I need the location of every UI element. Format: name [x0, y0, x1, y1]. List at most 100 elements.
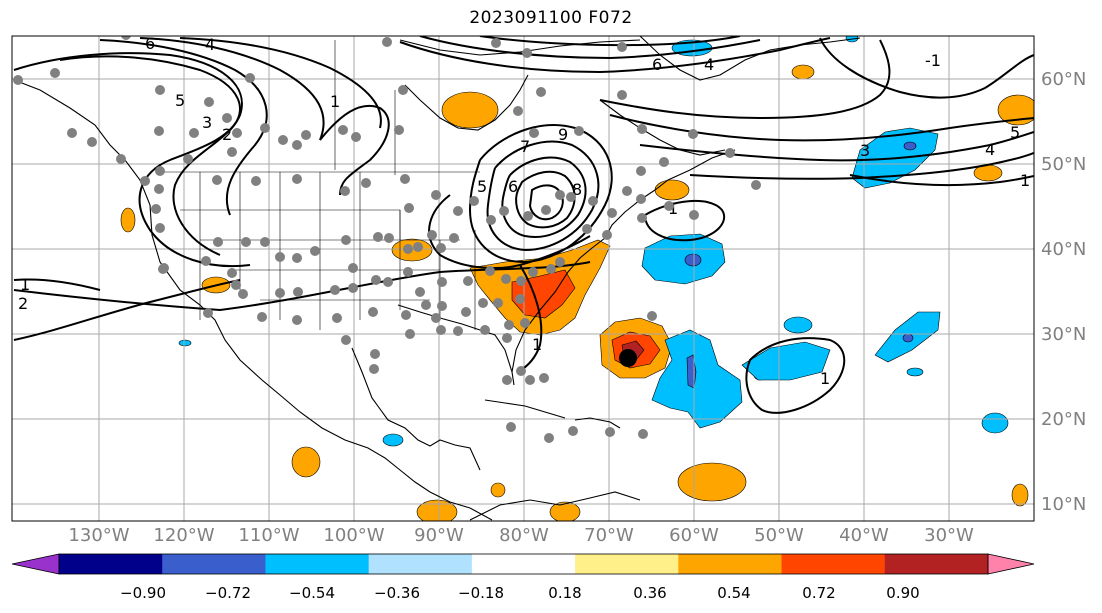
station-dot [373, 232, 383, 242]
station-dot [659, 157, 669, 167]
contour-low-5 [528, 184, 564, 221]
contour-trough-long [428, 194, 591, 269]
station-dot [522, 48, 532, 58]
station-dot [555, 257, 565, 267]
contour-upper-left-4 [139, 37, 325, 141]
station-dot [566, 192, 576, 202]
station-dot [431, 313, 441, 323]
station-dot [528, 267, 538, 277]
contour-lines [13, 36, 1034, 414]
cool-patch-bahia [382, 433, 404, 447]
station-dot [369, 364, 379, 374]
station-dot [340, 186, 350, 196]
station-dot [541, 205, 551, 215]
station-dot [351, 132, 361, 142]
contour-storm-south [517, 264, 543, 373]
station-dot [13, 75, 23, 85]
coastline-north-america-west [13, 79, 493, 521]
station-dot [398, 85, 408, 95]
contour-atlantic-4 [599, 39, 891, 120]
contour-label: 1 [330, 92, 340, 111]
coastline-arctic [399, 39, 641, 56]
warm-patch-northeast-atlantic [997, 94, 1034, 126]
cool-anomaly-storm-east [651, 329, 743, 429]
station-dot [241, 237, 251, 247]
cool-patch-small-atlantic [783, 316, 813, 334]
lon-label: 60°W [669, 525, 719, 546]
contour-low-4 [515, 170, 576, 229]
station-dot [427, 230, 437, 240]
colorbar-tick: −0.72 [205, 584, 251, 602]
station-dot [278, 135, 288, 145]
station-dot [231, 280, 241, 290]
station-dot [403, 267, 413, 277]
station-dot [384, 233, 394, 243]
station-dot [155, 85, 165, 95]
station-dot [404, 203, 414, 213]
station-dot [121, 36, 131, 40]
station-dot [368, 307, 378, 317]
station-dot [189, 128, 199, 138]
station-dot [463, 276, 473, 286]
colorbar-tick: 0.90 [886, 584, 919, 602]
station-dot [502, 333, 512, 343]
station-dot [637, 213, 647, 223]
colorbar-extend-low [11, 553, 60, 575]
station-dot [437, 277, 447, 287]
station-dot [275, 252, 285, 262]
station-dot [461, 307, 471, 317]
map-frame [11, 35, 1035, 522]
station-dot [431, 190, 441, 200]
contour-label: 4 [704, 55, 714, 74]
station-dot [516, 276, 526, 286]
colorbar-tick: 0.72 [802, 584, 835, 602]
lon-label: 130°W [68, 525, 129, 546]
lon-label: 90°W [414, 525, 464, 546]
colorbar-segment [59, 554, 163, 574]
colorbar-tick: 0.36 [633, 584, 666, 602]
station-dot [292, 315, 302, 325]
station-dot [617, 42, 627, 52]
lat-label: 10°N [1041, 494, 1086, 515]
station-dot [370, 349, 380, 359]
station-dot [449, 233, 459, 243]
coastline-greenland [639, 36, 861, 81]
station-dot [529, 128, 539, 138]
colorbar-segment [575, 554, 679, 574]
station-dot [213, 237, 223, 247]
colorbar-segment [265, 554, 370, 574]
contour-labels: 6 4 5 3 2 1 5 6 7 8 9 4 6 4 5 3 1 1 1 1 … [18, 36, 1030, 388]
station-dot [689, 210, 699, 220]
warm-patch-eastpac [291, 446, 321, 478]
coastline-cuba [484, 399, 566, 419]
station-dot [436, 325, 446, 335]
map-title: 2023091100 F072 [469, 8, 633, 28]
station-dot [293, 287, 303, 297]
station-dot [421, 300, 431, 310]
storm-center-marker [619, 349, 637, 367]
cool-core-north [903, 141, 917, 151]
station-dot [245, 73, 255, 83]
contour-upper-left-3 [99, 39, 268, 216]
contour-atlantic-1 [399, 37, 831, 74]
warm-patch-far-east [1011, 483, 1029, 507]
warm-patch-caribbean-east [677, 462, 747, 502]
contour-label: 5 [175, 91, 185, 110]
contour-atlantic-5 [609, 114, 1034, 142]
station-dot [292, 253, 302, 263]
contour-1-central [745, 337, 846, 414]
station-dot [413, 242, 423, 252]
contour-label: 3 [202, 113, 212, 132]
station-dot [437, 301, 447, 311]
station-dot [394, 125, 404, 135]
contour-label: 1 [532, 335, 542, 354]
lon-label: 100°W [323, 525, 384, 546]
warm-patch-hudson [441, 91, 499, 129]
station-dot [292, 174, 302, 184]
lon-label: 70°W [584, 525, 634, 546]
station-dot [260, 237, 270, 247]
colorbar-tick-labels: −0.90 −0.72 −0.54 −0.36 −0.18 0.18 0.36 … [120, 584, 920, 602]
station-dot [638, 429, 648, 439]
station-dot [257, 312, 267, 322]
contour-label: 3 [860, 141, 870, 160]
